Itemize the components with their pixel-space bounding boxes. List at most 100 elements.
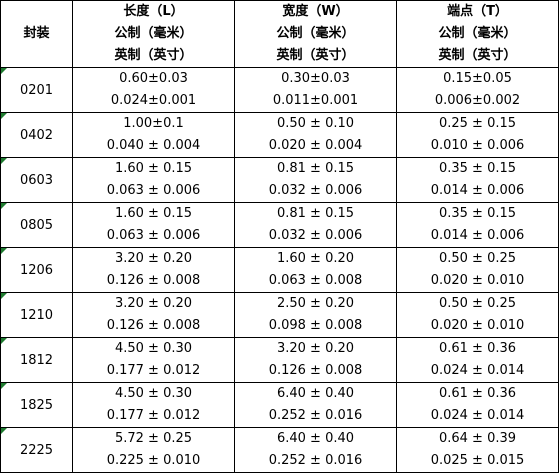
header-width-imperial: 英制（英寸） <box>276 48 355 63</box>
metric-value: 1.60 ± 0.20 <box>276 251 355 266</box>
table-row: 1825 4.50 ± 0.30 0.177 ± 0.012 6.40 ± 0.4… <box>0 382 559 428</box>
terminal-cell[interactable]: 0.35 ± 0.15 0.014 ± 0.006 <box>396 202 559 248</box>
metric-value: 1.60 ± 0.15 <box>114 206 193 221</box>
header-package[interactable]: 封装 <box>0 0 73 68</box>
metric-value: 0.81 ± 0.15 <box>276 206 355 221</box>
metric-value: 1.60 ± 0.15 <box>114 161 193 176</box>
width-cell[interactable]: 6.40 ± 0.40 0.252 ± 0.016 <box>234 382 397 428</box>
length-cell[interactable]: 3.20 ± 0.20 0.126 ± 0.008 <box>72 247 235 293</box>
length-cell[interactable]: 3.20 ± 0.20 0.126 ± 0.008 <box>72 292 235 338</box>
terminal-cell[interactable]: 0.61 ± 0.36 0.024 ± 0.014 <box>396 337 559 383</box>
imperial-value: 0.024 ± 0.014 <box>430 408 525 423</box>
table-row: 1812 4.50 ± 0.30 0.177 ± 0.012 3.20 ± 0.2… <box>0 337 559 383</box>
imperial-value: 0.032 ± 0.006 <box>268 228 363 243</box>
header-row: 封装 长度（L） 公制（毫米） 英制（英寸） 宽度（W） 公制（毫米） 英制（英… <box>0 0 559 68</box>
length-cell[interactable]: 5.72 ± 0.25 0.225 ± 0.010 <box>72 427 235 473</box>
metric-value: 3.20 ± 0.20 <box>114 296 193 311</box>
metric-value: 4.50 ± 0.30 <box>114 386 193 401</box>
imperial-value: 0.020 ± 0.010 <box>430 318 525 333</box>
table-row: 0402 1.00±0.1 0.040 ± 0.004 0.50 ± 0.10 0.… <box>0 112 559 158</box>
metric-value: 0.81 ± 0.15 <box>276 161 355 176</box>
table-row: 2225 5.72 ± 0.25 0.225 ± 0.010 6.40 ± 0.4… <box>0 427 559 473</box>
package-cell[interactable]: 0603 <box>0 157 73 203</box>
width-cell[interactable]: 0.81 ± 0.15 0.032 ± 0.006 <box>234 202 397 248</box>
length-cell[interactable]: 0.60±0.03 0.024±0.001 <box>72 67 235 113</box>
length-cell[interactable]: 4.50 ± 0.30 0.177 ± 0.012 <box>72 337 235 383</box>
imperial-value: 0.020 ± 0.004 <box>268 138 363 153</box>
width-cell[interactable]: 0.81 ± 0.15 0.032 ± 0.006 <box>234 157 397 203</box>
terminal-cell[interactable]: 0.35 ± 0.15 0.014 ± 0.006 <box>396 157 559 203</box>
header-width-metric: 公制（毫米） <box>276 26 355 41</box>
header-terminal[interactable]: 端点（T） 公制（毫米） 英制（英寸） <box>396 0 559 68</box>
imperial-value: 0.040 ± 0.004 <box>106 138 201 153</box>
package-cell[interactable]: 1825 <box>0 382 73 428</box>
package-cell[interactable]: 1812 <box>0 337 73 383</box>
metric-value: 0.50 ± 0.25 <box>438 251 517 266</box>
imperial-value: 0.252 ± 0.016 <box>268 408 363 423</box>
length-cell[interactable]: 1.00±0.1 0.040 ± 0.004 <box>72 112 235 158</box>
terminal-cell[interactable]: 0.15±0.05 0.006±0.002 <box>396 67 559 113</box>
package-cell[interactable]: 1206 <box>0 247 73 293</box>
length-cell[interactable]: 1.60 ± 0.15 0.063 ± 0.006 <box>72 157 235 203</box>
imperial-value: 0.225 ± 0.010 <box>106 453 201 468</box>
terminal-cell[interactable]: 0.64 ± 0.39 0.025 ± 0.015 <box>396 427 559 473</box>
terminal-cell[interactable]: 0.61 ± 0.36 0.024 ± 0.014 <box>396 382 559 428</box>
imperial-value: 0.098 ± 0.008 <box>268 318 363 333</box>
metric-value: 0.64 ± 0.39 <box>438 431 517 446</box>
metric-value: 3.20 ± 0.20 <box>276 341 355 356</box>
table-row: 0201 0.60±0.03 0.024±0.001 0.30±0.03 0.011… <box>0 67 559 113</box>
length-cell[interactable]: 4.50 ± 0.30 0.177 ± 0.012 <box>72 382 235 428</box>
metric-value: 0.35 ± 0.15 <box>438 161 517 176</box>
metric-value: 0.50 ± 0.10 <box>276 116 355 131</box>
imperial-value: 0.063 ± 0.006 <box>106 183 201 198</box>
width-cell[interactable]: 0.50 ± 0.10 0.020 ± 0.004 <box>234 112 397 158</box>
width-cell[interactable]: 3.20 ± 0.20 0.126 ± 0.008 <box>234 337 397 383</box>
package-cell[interactable]: 2225 <box>0 427 73 473</box>
imperial-value: 0.014 ± 0.006 <box>430 228 525 243</box>
imperial-value: 0.126 ± 0.008 <box>106 273 201 288</box>
imperial-value: 0.024±0.001 <box>110 93 197 108</box>
imperial-value: 0.011±0.001 <box>272 93 359 108</box>
imperial-value: 0.010 ± 0.006 <box>430 138 525 153</box>
metric-value: 5.72 ± 0.25 <box>114 431 193 446</box>
metric-value: 1.00±0.1 <box>123 116 184 131</box>
terminal-cell[interactable]: 0.25 ± 0.15 0.010 ± 0.006 <box>396 112 559 158</box>
terminal-cell[interactable]: 0.50 ± 0.25 0.020 ± 0.010 <box>396 247 559 293</box>
width-cell[interactable]: 0.30±0.03 0.011±0.001 <box>234 67 397 113</box>
imperial-value: 0.063 ± 0.006 <box>106 228 201 243</box>
table-row: 1206 3.20 ± 0.20 0.126 ± 0.008 1.60 ± 0.2… <box>0 247 559 293</box>
header-length-metric: 公制（毫米） <box>114 26 193 41</box>
metric-value: 4.50 ± 0.30 <box>114 341 193 356</box>
package-cell[interactable]: 0402 <box>0 112 73 158</box>
package-cell[interactable]: 0805 <box>0 202 73 248</box>
imperial-value: 0.177 ± 0.012 <box>106 363 201 378</box>
width-cell[interactable]: 6.40 ± 0.40 0.252 ± 0.016 <box>234 427 397 473</box>
header-length[interactable]: 长度（L） 公制（毫米） 英制（英寸） <box>72 0 235 68</box>
header-length-title: 长度（L） <box>123 4 184 19</box>
metric-value: 0.61 ± 0.36 <box>438 341 517 356</box>
table-row: 0603 1.60 ± 0.15 0.063 ± 0.006 0.81 ± 0.1… <box>0 157 559 203</box>
metric-value: 0.60±0.03 <box>119 71 188 86</box>
header-terminal-imperial: 英制（英寸） <box>438 48 517 63</box>
header-length-imperial: 英制（英寸） <box>114 48 193 63</box>
header-width[interactable]: 宽度（W） 公制（毫米） 英制（英寸） <box>234 0 397 68</box>
length-cell[interactable]: 1.60 ± 0.15 0.063 ± 0.006 <box>72 202 235 248</box>
package-cell[interactable]: 0201 <box>0 67 73 113</box>
header-terminal-title: 端点（T） <box>447 4 508 19</box>
metric-value: 3.20 ± 0.20 <box>114 251 193 266</box>
terminal-cell[interactable]: 0.50 ± 0.25 0.020 ± 0.010 <box>396 292 559 338</box>
imperial-value: 0.177 ± 0.012 <box>106 408 201 423</box>
metric-value: 0.30±0.03 <box>281 71 350 86</box>
width-cell[interactable]: 2.50 ± 0.20 0.098 ± 0.008 <box>234 292 397 338</box>
package-cell[interactable]: 1210 <box>0 292 73 338</box>
metric-value: 6.40 ± 0.40 <box>276 386 355 401</box>
imperial-value: 0.025 ± 0.015 <box>430 453 525 468</box>
imperial-value: 0.020 ± 0.010 <box>430 273 525 288</box>
metric-value: 6.40 ± 0.40 <box>276 431 355 446</box>
imperial-value: 0.063 ± 0.008 <box>268 273 363 288</box>
width-cell[interactable]: 1.60 ± 0.20 0.063 ± 0.008 <box>234 247 397 293</box>
imperial-value: 0.252 ± 0.016 <box>268 453 363 468</box>
table-row: 1210 3.20 ± 0.20 0.126 ± 0.008 2.50 ± 0.2… <box>0 292 559 338</box>
imperial-value: 0.006±0.002 <box>434 93 521 108</box>
header-terminal-metric: 公制（毫米） <box>438 26 517 41</box>
